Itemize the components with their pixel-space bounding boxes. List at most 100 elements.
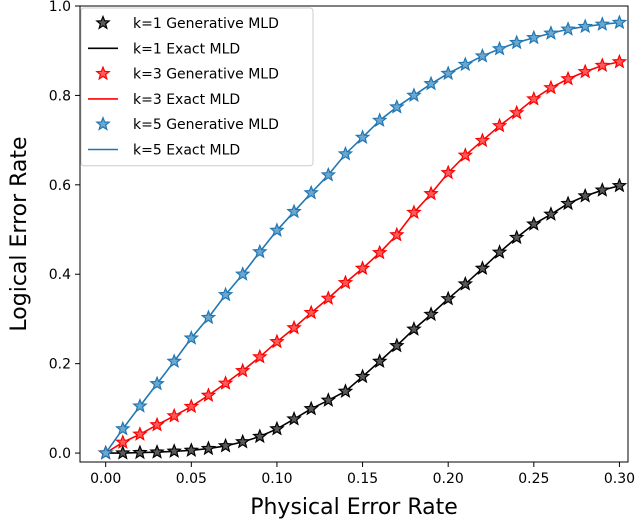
data-point-star (474, 260, 491, 276)
series-markers-k-3-generative-mld (97, 53, 628, 460)
data-point-star (337, 145, 354, 161)
data-point-star (320, 392, 337, 407)
x-axis: 0.00 0.05 0.10 0.15 0.20 0.25 0.30 (90, 462, 635, 487)
data-point-star (543, 79, 559, 95)
data-point-star (115, 434, 131, 449)
y-tick-label: 0.8 (49, 88, 71, 104)
data-point-star (269, 420, 285, 436)
data-point-star (286, 410, 302, 426)
data-point-star (491, 117, 508, 133)
data-point-star (526, 90, 542, 106)
legend-label: k=5 Exact MLD (133, 143, 240, 159)
data-point-star (303, 184, 319, 200)
data-point-star (560, 21, 576, 36)
data-point-star (269, 333, 285, 349)
data-point-star (508, 104, 525, 120)
data-point-star (423, 306, 439, 322)
series-markers-k-1-generative-mld (97, 177, 628, 460)
data-point-star (406, 87, 422, 103)
data-point-star (269, 222, 285, 238)
data-point-star (252, 428, 268, 444)
data-point-star (132, 444, 148, 460)
y-tick-label: 0.6 (49, 178, 71, 194)
data-point-star (320, 166, 337, 182)
data-point-star (371, 244, 388, 260)
data-point-star (286, 203, 302, 219)
data-point-star (132, 426, 148, 441)
data-point-star (337, 383, 354, 398)
data-point-star (526, 29, 542, 45)
data-point-star (371, 112, 388, 128)
data-point-star (200, 309, 217, 325)
x-tick-label: 0.20 (433, 471, 464, 487)
legend: k=1 Generative MLD k=1 Exact MLD k=3 Gener… (80, 7, 314, 167)
data-point-star (234, 362, 251, 378)
data-point-star (252, 243, 268, 259)
data-point-star (577, 63, 593, 79)
data-point-star (389, 337, 405, 353)
data-point-star (491, 40, 508, 56)
data-point-star (577, 187, 593, 203)
data-point-star (166, 407, 182, 423)
data-point-star (217, 437, 234, 453)
data-point-star (337, 274, 354, 290)
legend-label: k=3 Generative MLD (133, 67, 279, 83)
x-tick-label: 0.00 (90, 471, 121, 487)
data-point-star (132, 397, 148, 413)
data-point-star (440, 290, 456, 306)
x-tick-label: 0.05 (176, 471, 207, 487)
data-point-star (354, 260, 371, 276)
legend-label: k=3 Exact MLD (133, 92, 240, 108)
data-point-star (457, 275, 474, 291)
data-point-star (217, 286, 234, 302)
data-point-star (526, 216, 542, 231)
data-point-star (234, 433, 251, 449)
data-point-star (389, 98, 405, 114)
data-point-star (577, 18, 593, 34)
legend-label: k=1 Generative MLD (133, 16, 279, 32)
data-point-star (423, 185, 439, 201)
data-point-star (611, 177, 628, 193)
data-point-star (594, 57, 611, 73)
data-point-star (406, 321, 422, 336)
y-tick-label: 0.4 (49, 267, 71, 283)
data-point-star (97, 444, 114, 460)
data-point-star (115, 420, 131, 436)
legend-box (80, 7, 314, 167)
plot-area (79, 5, 629, 463)
data-point-star (166, 443, 182, 458)
data-point-star (115, 444, 131, 460)
y-tick-label: 1.0 (49, 0, 71, 15)
plot-frame (79, 5, 629, 463)
data-point-star (286, 319, 302, 335)
data-point-star (508, 229, 525, 245)
data-point-star (217, 375, 234, 390)
data-point-star (611, 53, 628, 69)
legend-handle-star (95, 116, 111, 131)
data-point-star (303, 304, 319, 320)
data-point-star (183, 330, 200, 345)
data-point-star (149, 375, 165, 391)
data-point-star (406, 204, 422, 220)
data-point-star (149, 416, 165, 432)
data-point-star (234, 266, 251, 281)
series-markers-k-5-generative-mld (97, 14, 628, 460)
data-point-star (166, 353, 182, 369)
data-point-star (594, 16, 611, 31)
y-axis-title: Logical Error Rate (7, 136, 32, 331)
data-point-star (508, 34, 525, 50)
data-point-star (320, 290, 337, 305)
data-point-star (543, 25, 559, 40)
x-axis-title: Physical Error Rate (250, 495, 458, 520)
data-point-star (457, 56, 474, 72)
data-point-star (594, 182, 611, 197)
legend-label: k=1 Exact MLD (133, 41, 240, 57)
data-point-star (371, 353, 388, 369)
data-point-star (543, 206, 559, 221)
data-point-star (303, 400, 319, 416)
legend-handle-star (95, 65, 111, 81)
x-tick-label: 0.25 (518, 471, 549, 487)
data-point-star (200, 387, 217, 402)
data-point-star (183, 442, 200, 457)
